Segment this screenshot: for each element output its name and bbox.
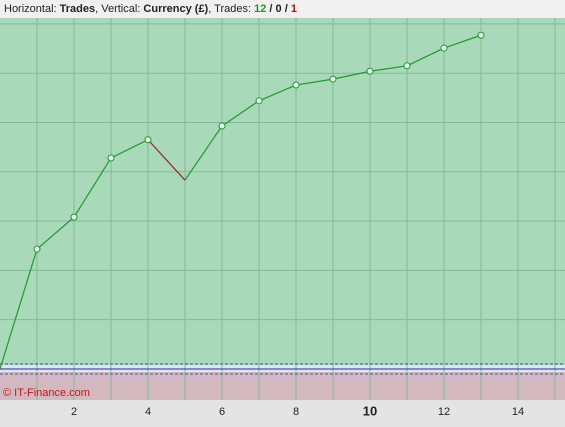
point (144, 136, 152, 144)
point (329, 75, 337, 83)
line-segment (110, 139, 149, 159)
point (292, 81, 300, 89)
point (366, 67, 374, 75)
x-tick-label: 14 (512, 406, 524, 418)
line-segment (147, 139, 186, 181)
plot-positive (0, 18, 565, 369)
point (218, 122, 226, 130)
line-segment (36, 216, 75, 250)
watermark: © IT-Finance.com (3, 387, 90, 399)
x-tick-label: 10 (363, 403, 377, 418)
point (403, 62, 411, 70)
line-segment (0, 248, 38, 370)
h-value: Trades (59, 3, 96, 15)
point (255, 97, 263, 105)
sep: / (269, 3, 273, 15)
x-tick-label: 12 (438, 406, 450, 418)
line-segment (258, 84, 297, 102)
h-prefix: Horizontal: (4, 3, 57, 15)
x-tick-label: 6 (219, 406, 225, 418)
line-segment (221, 100, 260, 127)
line-segment (332, 70, 371, 80)
v-prefix: , Vertical: (95, 3, 141, 15)
v-value: Currency (£) (143, 3, 209, 15)
x-tick-label: 2 (71, 406, 77, 418)
even: 0 (275, 3, 282, 15)
plot-negative (0, 371, 565, 400)
x-axis-band (0, 400, 565, 427)
x-tick-label: 4 (145, 406, 151, 418)
line-segment (443, 34, 482, 49)
losses: 1 (290, 3, 297, 15)
line-segment (184, 125, 223, 181)
sep: / (284, 3, 288, 15)
line-segment (406, 47, 445, 67)
line-segment (369, 65, 408, 72)
point (70, 213, 78, 221)
t-prefix: , Trades: (208, 3, 252, 15)
line-segment (295, 78, 334, 86)
x-tick-label: 8 (293, 406, 299, 418)
point (477, 31, 485, 39)
chart: 2 4 6 8 10 12 14 © IT-Finance.com (0, 18, 565, 427)
point (33, 245, 41, 253)
point (107, 154, 115, 162)
header: Horizontal: Trades, Vertical: Currency (… (0, 0, 565, 18)
point (440, 44, 448, 52)
wins: 12 (254, 3, 267, 15)
line-segment (73, 157, 112, 218)
